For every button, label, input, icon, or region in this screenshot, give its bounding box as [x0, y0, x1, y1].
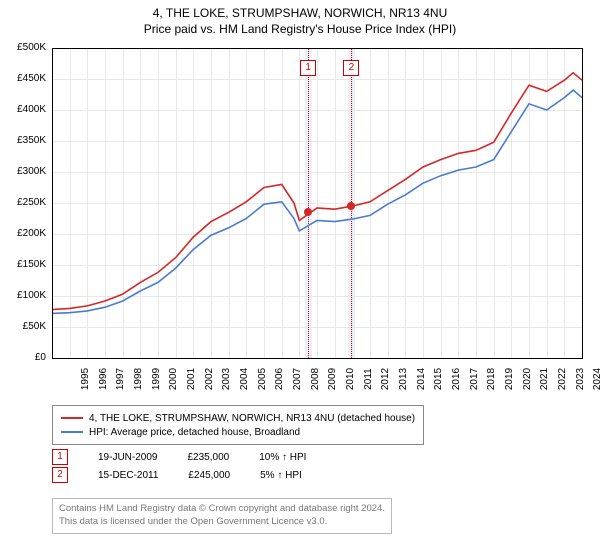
series-hpi [52, 90, 582, 313]
legend-label: 4, THE LOKE, STRUMPSHAW, NORWICH, NR13 4… [89, 413, 415, 424]
sale-delta: 10% ↑ HPI [259, 452, 306, 463]
sale-delta: 5% ↑ HPI [260, 470, 302, 481]
sale-price: £245,000 [188, 470, 230, 481]
sale-date: 19-JUN-2009 [98, 452, 157, 463]
sales-table: 1 19-JUN-2009 £235,000 10% ↑ HPI 2 15-DE… [52, 448, 306, 484]
footnote: Contains HM Land Registry data © Crown c… [52, 498, 392, 534]
footnote-line: This data is licensed under the Open Gov… [59, 516, 385, 529]
sale-price: £235,000 [187, 452, 229, 463]
legend-item: HPI: Average price, detached house, Broa… [61, 425, 415, 439]
table-row: 1 19-JUN-2009 £235,000 10% ↑ HPI [52, 448, 306, 466]
legend-swatch [61, 417, 83, 419]
sale-marker-box: 2 [52, 467, 68, 483]
table-row: 2 15-DEC-2011 £245,000 5% ↑ HPI [52, 466, 306, 484]
sale-date: 15-DEC-2011 [98, 470, 158, 481]
legend-item: 4, THE LOKE, STRUMPSHAW, NORWICH, NR13 4… [61, 411, 415, 425]
footnote-line: Contains HM Land Registry data © Crown c… [59, 503, 385, 516]
chart-legend: 4, THE LOKE, STRUMPSHAW, NORWICH, NR13 4… [52, 405, 424, 445]
series-subject [52, 73, 582, 310]
legend-swatch [61, 431, 83, 433]
sale-marker-box: 1 [52, 449, 68, 465]
legend-label: HPI: Average price, detached house, Broa… [89, 427, 300, 438]
